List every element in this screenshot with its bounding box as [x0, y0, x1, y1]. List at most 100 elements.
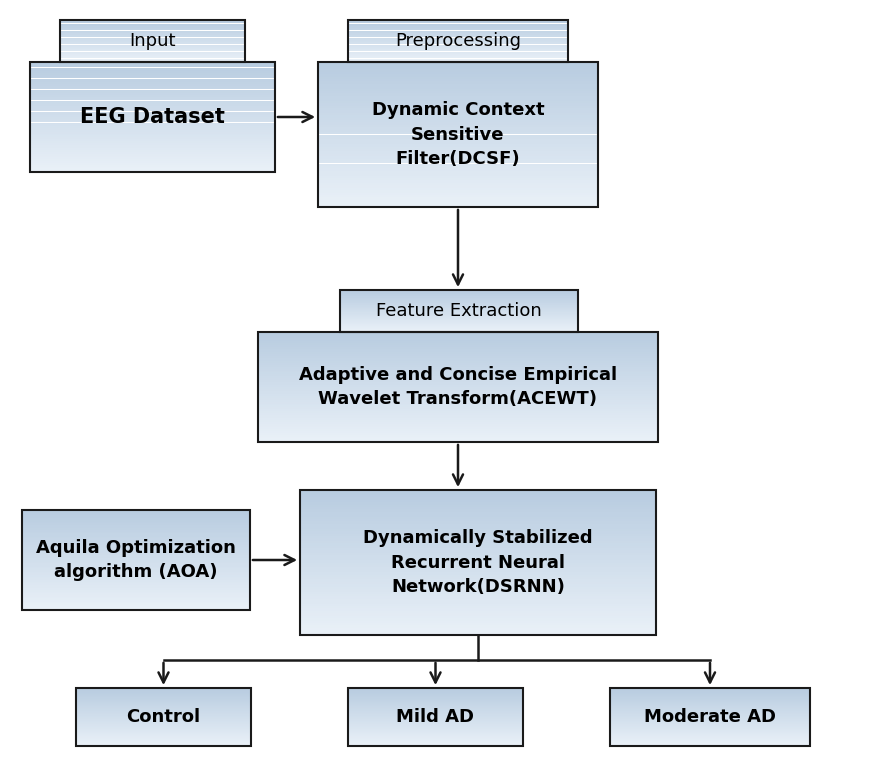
Bar	[76, 726, 251, 727]
Bar	[348, 741, 523, 742]
Bar	[300, 625, 656, 628]
Bar	[300, 584, 656, 587]
Bar	[610, 727, 810, 729]
Bar	[258, 434, 658, 437]
Bar	[300, 628, 656, 630]
Bar	[300, 490, 656, 492]
Bar	[340, 290, 578, 332]
Bar	[76, 707, 251, 708]
Bar	[610, 693, 810, 694]
Bar	[300, 630, 656, 632]
Bar	[76, 694, 251, 695]
Bar	[348, 702, 523, 703]
Bar	[610, 700, 810, 702]
Bar	[258, 404, 658, 405]
Bar	[610, 704, 810, 706]
Bar	[300, 548, 656, 550]
Bar	[30, 158, 275, 159]
Bar	[318, 74, 598, 77]
Bar	[30, 87, 275, 90]
Bar	[22, 542, 250, 543]
Bar	[610, 692, 810, 693]
Bar	[610, 716, 810, 717]
Text: Control: Control	[126, 708, 201, 726]
Bar	[76, 739, 251, 741]
Bar	[258, 427, 658, 429]
Bar	[348, 733, 523, 734]
Bar	[258, 334, 658, 335]
Bar	[318, 186, 598, 188]
Bar	[348, 711, 523, 712]
Bar	[22, 608, 250, 610]
Bar	[318, 178, 598, 180]
Bar	[30, 154, 275, 155]
Text: Preprocessing: Preprocessing	[395, 32, 521, 50]
Bar	[348, 735, 523, 737]
Bar	[610, 689, 810, 690]
Bar	[76, 730, 251, 731]
Bar	[610, 718, 810, 719]
Bar	[22, 538, 250, 540]
Bar	[318, 83, 598, 86]
Bar	[22, 532, 250, 533]
Bar	[318, 154, 598, 156]
Bar	[300, 604, 656, 606]
Bar	[610, 726, 810, 727]
Bar	[258, 394, 658, 397]
Bar	[318, 199, 598, 203]
Bar	[300, 572, 656, 574]
Bar	[22, 600, 250, 601]
Bar	[30, 159, 275, 161]
Bar	[300, 529, 656, 531]
Bar	[258, 332, 658, 442]
Bar	[22, 587, 250, 588]
Bar	[300, 599, 656, 601]
Bar	[300, 516, 656, 519]
Bar	[76, 727, 251, 729]
Bar	[610, 741, 810, 742]
Bar	[318, 183, 598, 186]
Bar	[300, 497, 656, 499]
Bar	[258, 356, 658, 358]
Bar	[76, 717, 251, 718]
Bar	[318, 122, 598, 124]
Bar	[76, 718, 251, 719]
Bar	[348, 699, 523, 700]
Bar	[258, 339, 658, 341]
Bar	[22, 533, 250, 535]
Bar	[300, 587, 656, 589]
Bar	[30, 152, 275, 154]
Bar	[22, 558, 250, 560]
Bar	[318, 203, 598, 205]
Bar	[318, 149, 598, 152]
Bar	[300, 536, 656, 538]
Bar	[300, 560, 656, 563]
Bar	[22, 523, 250, 525]
Bar	[22, 557, 250, 558]
Bar	[258, 414, 658, 417]
Bar	[300, 550, 656, 553]
Bar	[258, 437, 658, 438]
Bar	[76, 706, 251, 707]
Bar	[30, 80, 275, 82]
Bar	[318, 171, 598, 173]
Bar	[318, 120, 598, 122]
Bar	[76, 721, 251, 722]
Bar	[76, 704, 251, 706]
Bar	[610, 688, 810, 689]
Bar	[348, 737, 523, 738]
Bar	[76, 700, 251, 702]
Bar	[30, 97, 275, 99]
Bar	[30, 86, 275, 87]
Bar	[76, 703, 251, 704]
Bar	[22, 562, 250, 564]
Bar	[300, 582, 656, 584]
Bar	[300, 546, 656, 548]
Bar	[30, 62, 275, 64]
Bar	[22, 553, 250, 555]
Bar	[22, 510, 250, 512]
Bar	[300, 577, 656, 580]
Bar	[300, 538, 656, 541]
Bar	[300, 502, 656, 505]
Bar	[22, 564, 250, 565]
